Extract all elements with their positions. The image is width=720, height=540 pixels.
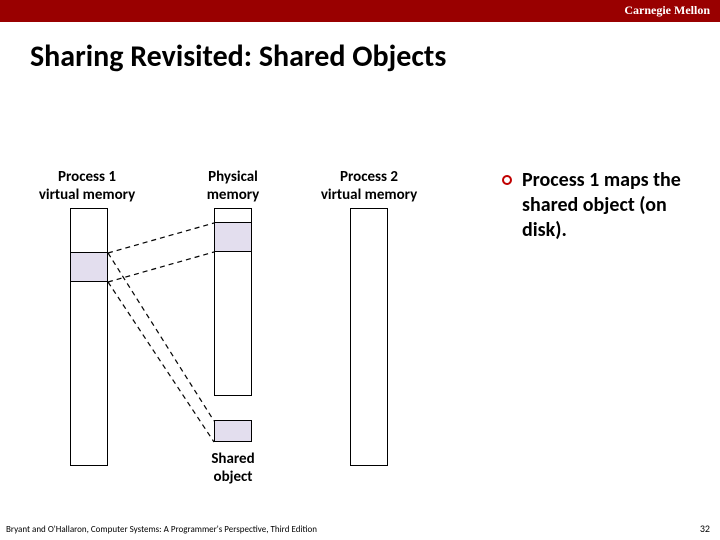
phys-mem-band bbox=[214, 222, 252, 252]
bullet-ring-icon bbox=[502, 175, 512, 185]
label-process2-l1: Process 2 bbox=[340, 168, 398, 186]
label-process1-l1: Process 1 bbox=[58, 168, 116, 186]
label-physical-l1: Physical bbox=[208, 168, 258, 186]
p1-mem-outline bbox=[70, 208, 108, 466]
label-process2: Process 2 virtual memory bbox=[312, 168, 426, 204]
shared-object-l1: Shared bbox=[211, 450, 254, 468]
brand-label: Carnegie Mellon bbox=[624, 3, 710, 18]
label-process2-l2: virtual memory bbox=[321, 186, 417, 204]
footer-citation: Bryant and O'Hallaron, Computer Systems:… bbox=[6, 524, 317, 535]
label-process1-l2: virtual memory bbox=[39, 186, 135, 204]
shared-object-l2: object bbox=[214, 468, 253, 486]
shared-object-label: Shared object bbox=[200, 450, 266, 486]
page-number: 32 bbox=[700, 522, 710, 535]
bullet-item: Process 1 maps the shared object (on dis… bbox=[522, 168, 712, 243]
p1-mem-band bbox=[70, 252, 108, 282]
header-bar bbox=[0, 0, 720, 22]
label-physical-l2: memory bbox=[207, 186, 260, 204]
label-process1: Process 1 virtual memory bbox=[32, 168, 142, 204]
label-physical: Physical memory bbox=[190, 168, 276, 204]
bullet-text: Process 1 maps the shared object (on dis… bbox=[522, 168, 712, 243]
page-title: Sharing Revisited: Shared Objects bbox=[30, 38, 446, 75]
p2-mem-outline bbox=[350, 208, 388, 466]
phys-shared-block bbox=[214, 420, 252, 442]
